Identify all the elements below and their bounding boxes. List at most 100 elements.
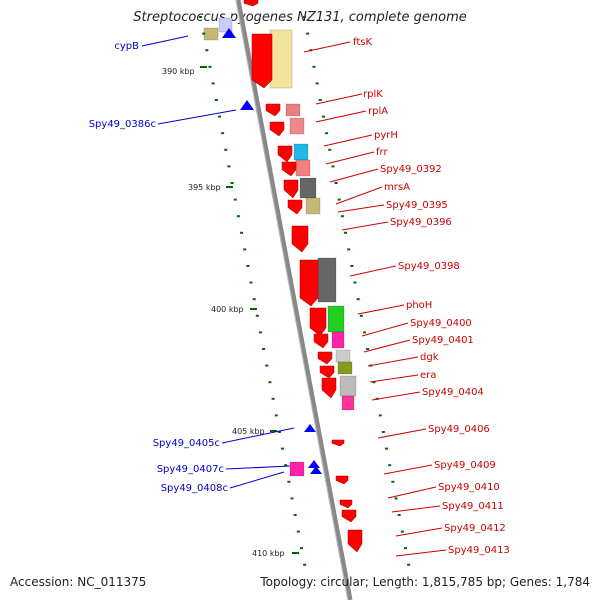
forward-gene-arrow-1	[265, 103, 281, 117]
reverse-gene-arrow-3	[308, 460, 320, 468]
gene-block-10	[335, 349, 351, 363]
tick-mark	[293, 514, 297, 516]
gene-block-14	[289, 461, 305, 477]
gene-leader-line	[363, 339, 411, 353]
forward-gene-arrow-15	[341, 509, 357, 523]
scale-tick-mark	[200, 66, 207, 68]
gene-label-ftsk[interactable]: ftsK	[353, 37, 372, 48]
tick-mark	[236, 215, 240, 218]
tick-mark	[262, 348, 266, 350]
gene-leader-line	[221, 427, 295, 444]
tick-mark	[287, 480, 291, 483]
gene-leader-line	[357, 304, 405, 315]
gene-block-2	[289, 117, 305, 135]
gene-label-spy49_0404[interactable]: Spy49_0404	[422, 387, 484, 398]
tick-mark	[281, 447, 285, 450]
tick-mark	[268, 381, 272, 384]
gene-label-rpla[interactable]: rplA	[368, 106, 388, 117]
gene-leader-line	[225, 465, 291, 470]
map-title: Streptococcus pyogenes NZ131, complete g…	[133, 10, 467, 25]
tick-mark	[344, 231, 348, 234]
tick-mark	[328, 148, 332, 151]
gene-leader-line	[315, 93, 363, 105]
forward-gene-arrow-10	[313, 333, 329, 349]
reverse-gene-arrow-1	[240, 100, 254, 110]
gene-label-spy49_0398[interactable]: Spy49_0398	[398, 261, 460, 272]
gene-label-spy49_0411[interactable]: Spy49_0411	[442, 501, 504, 512]
gene-block-5	[299, 177, 317, 199]
tick-mark	[362, 331, 366, 334]
gene-label-spy49_0408c[interactable]: Spy49_0408c	[161, 483, 228, 494]
gene-label-phoh[interactable]: phoH	[406, 300, 432, 311]
gene-block-15	[203, 27, 219, 41]
scale-tick-label: 405 kbp	[232, 427, 265, 436]
forward-gene-arrow-14	[347, 529, 363, 553]
scale-tick-label: 395 kbp	[188, 183, 221, 192]
gene-label-rplk[interactable]: rplK	[363, 89, 383, 100]
tick-mark	[230, 182, 234, 184]
tick-mark	[211, 82, 215, 85]
gene-block-13	[341, 395, 355, 411]
gene-block-12	[339, 375, 357, 397]
gene-leader-line	[315, 110, 367, 123]
tick-mark	[274, 414, 278, 417]
reverse-gene-arrow-4	[310, 466, 322, 474]
gene-leader-line	[383, 464, 433, 475]
gene-block-11	[337, 361, 353, 375]
tick-mark	[403, 547, 407, 550]
forward-gene-arrow-13	[321, 377, 337, 399]
gene-label-spy49_0395[interactable]: Spy49_0395	[386, 200, 448, 211]
tick-mark	[299, 547, 303, 550]
gene-label-spy49_0386c[interactable]: Spy49_0386c	[89, 119, 156, 130]
gene-leader-line	[335, 186, 383, 205]
gene-block-1	[285, 103, 301, 117]
gene-label-spy49_0410[interactable]: Spy49_0410	[438, 482, 500, 493]
tick-mark	[315, 82, 319, 85]
tick-mark	[391, 480, 395, 483]
gene-label-spy49_0401[interactable]: Spy49_0401	[412, 335, 474, 346]
tick-mark	[303, 16, 307, 18]
gene-label-mrsa[interactable]: mrsA	[384, 182, 410, 193]
tick-mark	[202, 32, 206, 35]
gene-leader-line	[325, 151, 375, 165]
genome-backbone	[235, 0, 353, 600]
gene-leader-line	[377, 428, 427, 439]
tick-mark	[372, 381, 376, 384]
gene-label-spy49_0400[interactable]: Spy49_0400	[410, 318, 472, 329]
gene-label-cypb[interactable]: cypB	[114, 41, 139, 52]
tick-mark	[233, 198, 237, 201]
forward-gene-arrow-8	[299, 259, 319, 307]
gene-label-spy49_0392[interactable]: Spy49_0392	[380, 164, 442, 175]
scale-tick-mark	[292, 552, 299, 554]
forward-gene-arrow-0	[251, 33, 273, 89]
gene-label-spy49_0406[interactable]: Spy49_0406	[428, 424, 490, 435]
forward-gene-arrow-4	[281, 161, 297, 177]
gene-label-spy49_0409[interactable]: Spy49_0409	[434, 460, 496, 471]
gene-label-pyrh[interactable]: pyrH	[374, 130, 398, 141]
gene-leader-line	[371, 391, 421, 401]
tick-mark	[271, 397, 275, 400]
reverse-gene-arrow-2	[304, 424, 316, 432]
tick-mark	[199, 16, 203, 18]
tick-mark	[385, 447, 389, 450]
gene-label-spy49_0407c[interactable]: Spy49_0407c	[157, 464, 224, 475]
scale-tick-mark	[250, 308, 257, 310]
gene-leader-line	[395, 527, 443, 537]
gene-label-spy49_0413[interactable]: Spy49_0413	[448, 545, 510, 556]
gene-label-spy49_0396[interactable]: Spy49_0396	[390, 217, 452, 228]
forward-gene-arrow-5	[283, 179, 299, 199]
gene-label-spy49_0405c[interactable]: Spy49_0405c	[153, 438, 220, 449]
gene-leader-line	[361, 322, 409, 337]
tick-mark	[246, 265, 250, 267]
tick-mark	[321, 115, 325, 118]
gene-label-dgk[interactable]: dgk	[420, 352, 439, 363]
gene-leader-line	[303, 41, 351, 53]
tick-mark	[334, 182, 338, 184]
gene-label-era[interactable]: era	[420, 370, 436, 381]
gene-label-frr[interactable]: frr	[376, 147, 388, 158]
tick-mark	[306, 32, 310, 35]
scale-tick-label: 410 kbp	[252, 549, 285, 558]
gene-label-spy49_0412[interactable]: Spy49_0412	[444, 523, 506, 534]
scale-tick-mark	[226, 186, 233, 188]
tick-mark	[258, 331, 262, 334]
